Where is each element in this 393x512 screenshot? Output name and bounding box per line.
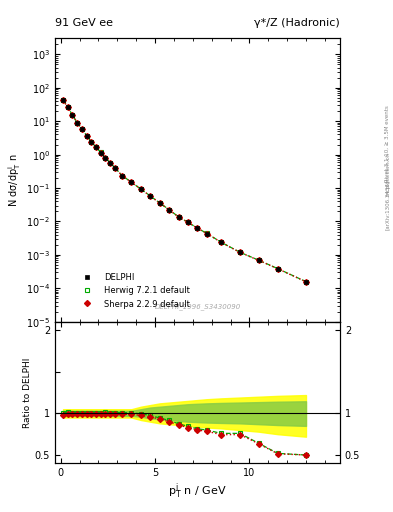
Y-axis label: N d$\sigma$/dp$_T^i$ n: N d$\sigma$/dp$_T^i$ n: [6, 153, 23, 207]
Herwig 7.2.1 default: [65, 104, 70, 110]
DELPHI: [119, 173, 124, 179]
DELPHI: [304, 279, 309, 285]
X-axis label: p$_T^i$ n / GeV: p$_T^i$ n / GeV: [168, 481, 227, 501]
Line: Sherpa 2.2.9 default: Sherpa 2.2.9 default: [61, 98, 308, 284]
Herwig 7.2.1 default: [103, 155, 108, 161]
Sherpa 2.2.9 default: [176, 214, 181, 220]
Herwig 7.2.1 default: [119, 173, 124, 179]
Sherpa 2.2.9 default: [185, 219, 190, 225]
DELPHI: [70, 112, 75, 118]
DELPHI: [98, 150, 103, 156]
Y-axis label: Ratio to DELPHI: Ratio to DELPHI: [23, 357, 32, 428]
DELPHI: [138, 186, 143, 193]
Sherpa 2.2.9 default: [238, 249, 242, 255]
Sherpa 2.2.9 default: [94, 144, 98, 151]
Line: DELPHI: DELPHI: [61, 98, 309, 284]
Text: [arXiv:1306.3436]: [arXiv:1306.3436]: [385, 180, 390, 230]
Herwig 7.2.1 default: [257, 257, 261, 263]
DELPHI: [148, 193, 152, 199]
Sherpa 2.2.9 default: [79, 126, 84, 132]
Sherpa 2.2.9 default: [275, 266, 280, 272]
Herwig 7.2.1 default: [195, 225, 200, 231]
Sherpa 2.2.9 default: [70, 112, 75, 118]
Text: γ*/Z (Hadronic): γ*/Z (Hadronic): [254, 18, 340, 28]
Sherpa 2.2.9 default: [98, 150, 103, 156]
Herwig 7.2.1 default: [98, 150, 103, 156]
Herwig 7.2.1 default: [185, 219, 190, 225]
DELPHI: [257, 258, 261, 264]
Legend: DELPHI, Herwig 7.2.1 default, Sherpa 2.2.9 default: DELPHI, Herwig 7.2.1 default, Sherpa 2.2…: [73, 270, 193, 312]
DELPHI: [89, 139, 94, 145]
DELPHI: [195, 225, 200, 231]
Sherpa 2.2.9 default: [157, 200, 162, 206]
Sherpa 2.2.9 default: [257, 258, 261, 264]
Herwig 7.2.1 default: [75, 119, 79, 125]
Herwig 7.2.1 default: [138, 186, 143, 192]
Sherpa 2.2.9 default: [75, 120, 79, 126]
Herwig 7.2.1 default: [238, 249, 242, 255]
DELPHI: [108, 160, 112, 166]
Sherpa 2.2.9 default: [119, 173, 124, 179]
DELPHI: [84, 133, 89, 139]
Sherpa 2.2.9 default: [84, 133, 89, 139]
Herwig 7.2.1 default: [167, 207, 171, 213]
Herwig 7.2.1 default: [148, 193, 152, 199]
DELPHI: [129, 179, 134, 185]
DELPHI: [205, 230, 209, 237]
Sherpa 2.2.9 default: [195, 225, 200, 231]
DELPHI: [79, 126, 84, 132]
Text: 91 GeV ee: 91 GeV ee: [55, 18, 113, 28]
Text: DELPHI_1996_S3430090: DELPHI_1996_S3430090: [154, 304, 241, 310]
Herwig 7.2.1 default: [176, 214, 181, 220]
Sherpa 2.2.9 default: [304, 279, 309, 285]
Sherpa 2.2.9 default: [65, 104, 70, 110]
Sherpa 2.2.9 default: [61, 97, 65, 103]
Herwig 7.2.1 default: [275, 266, 280, 272]
Sherpa 2.2.9 default: [129, 179, 134, 185]
Herwig 7.2.1 default: [89, 139, 94, 145]
Sherpa 2.2.9 default: [219, 239, 224, 245]
Herwig 7.2.1 default: [79, 126, 84, 132]
Sherpa 2.2.9 default: [148, 193, 152, 199]
DELPHI: [176, 214, 181, 220]
Herwig 7.2.1 default: [84, 133, 89, 139]
DELPHI: [75, 120, 79, 126]
Sherpa 2.2.9 default: [112, 165, 117, 171]
DELPHI: [112, 165, 117, 171]
Herwig 7.2.1 default: [157, 200, 162, 206]
DELPHI: [185, 220, 190, 226]
Herwig 7.2.1 default: [219, 239, 224, 245]
DELPHI: [167, 207, 171, 213]
DELPHI: [94, 144, 98, 151]
DELPHI: [157, 200, 162, 206]
DELPHI: [275, 266, 280, 272]
DELPHI: [61, 97, 65, 103]
Herwig 7.2.1 default: [70, 112, 75, 118]
Herwig 7.2.1 default: [129, 179, 134, 185]
Sherpa 2.2.9 default: [138, 186, 143, 192]
Sherpa 2.2.9 default: [167, 207, 171, 213]
Sherpa 2.2.9 default: [103, 155, 108, 161]
Line: Herwig 7.2.1 default: Herwig 7.2.1 default: [61, 98, 309, 284]
Text: Rivet 3.1.10, ≥ 3.5M events: Rivet 3.1.10, ≥ 3.5M events: [385, 105, 390, 182]
Herwig 7.2.1 default: [61, 97, 65, 103]
Herwig 7.2.1 default: [205, 230, 209, 237]
Text: mcplots.cern.ch: mcplots.cern.ch: [385, 152, 390, 196]
Sherpa 2.2.9 default: [205, 230, 209, 237]
Herwig 7.2.1 default: [94, 144, 98, 151]
Sherpa 2.2.9 default: [108, 160, 112, 166]
Herwig 7.2.1 default: [304, 279, 309, 285]
Sherpa 2.2.9 default: [89, 139, 94, 145]
DELPHI: [238, 249, 242, 255]
DELPHI: [103, 155, 108, 161]
Herwig 7.2.1 default: [108, 160, 112, 166]
DELPHI: [219, 240, 224, 246]
DELPHI: [65, 104, 70, 111]
Herwig 7.2.1 default: [112, 165, 117, 171]
